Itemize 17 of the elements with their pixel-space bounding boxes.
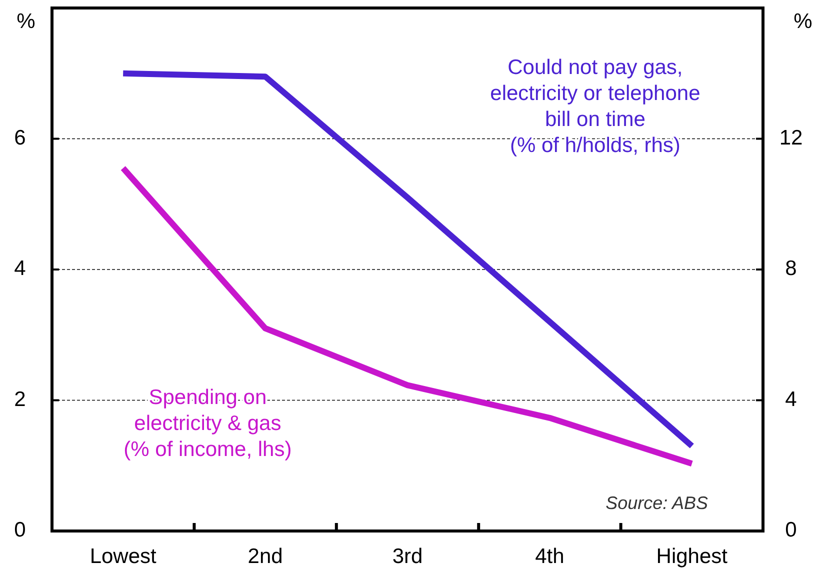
x-tick-label: 3rd [392, 545, 423, 568]
x-tick-label: 4th [535, 545, 564, 568]
y2-axis-title: % [794, 10, 812, 33]
y-tick-label: 0 [14, 518, 26, 542]
y-tick-label: 6 [14, 126, 26, 150]
annotation: Source: ABS [606, 493, 708, 513]
y2-tick-label: 8 [785, 257, 797, 280]
y-axis-title: % [16, 10, 36, 33]
x-tick-label: 2nd [248, 545, 283, 568]
y-tick-label: 2 [14, 388, 26, 411]
y2-tick-label: 12 [779, 126, 803, 150]
y2-tick-label: 0 [785, 518, 797, 542]
text: Could not pay gas, electricity or telephone bill on time (% of h/holds, rhs) [490, 56, 700, 157]
y2-tick-label: 4 [785, 388, 798, 411]
y-tick-label: 4 [14, 257, 26, 280]
x-tick-label: Lowest [90, 545, 157, 568]
x-tick-label: Highest [656, 545, 728, 568]
